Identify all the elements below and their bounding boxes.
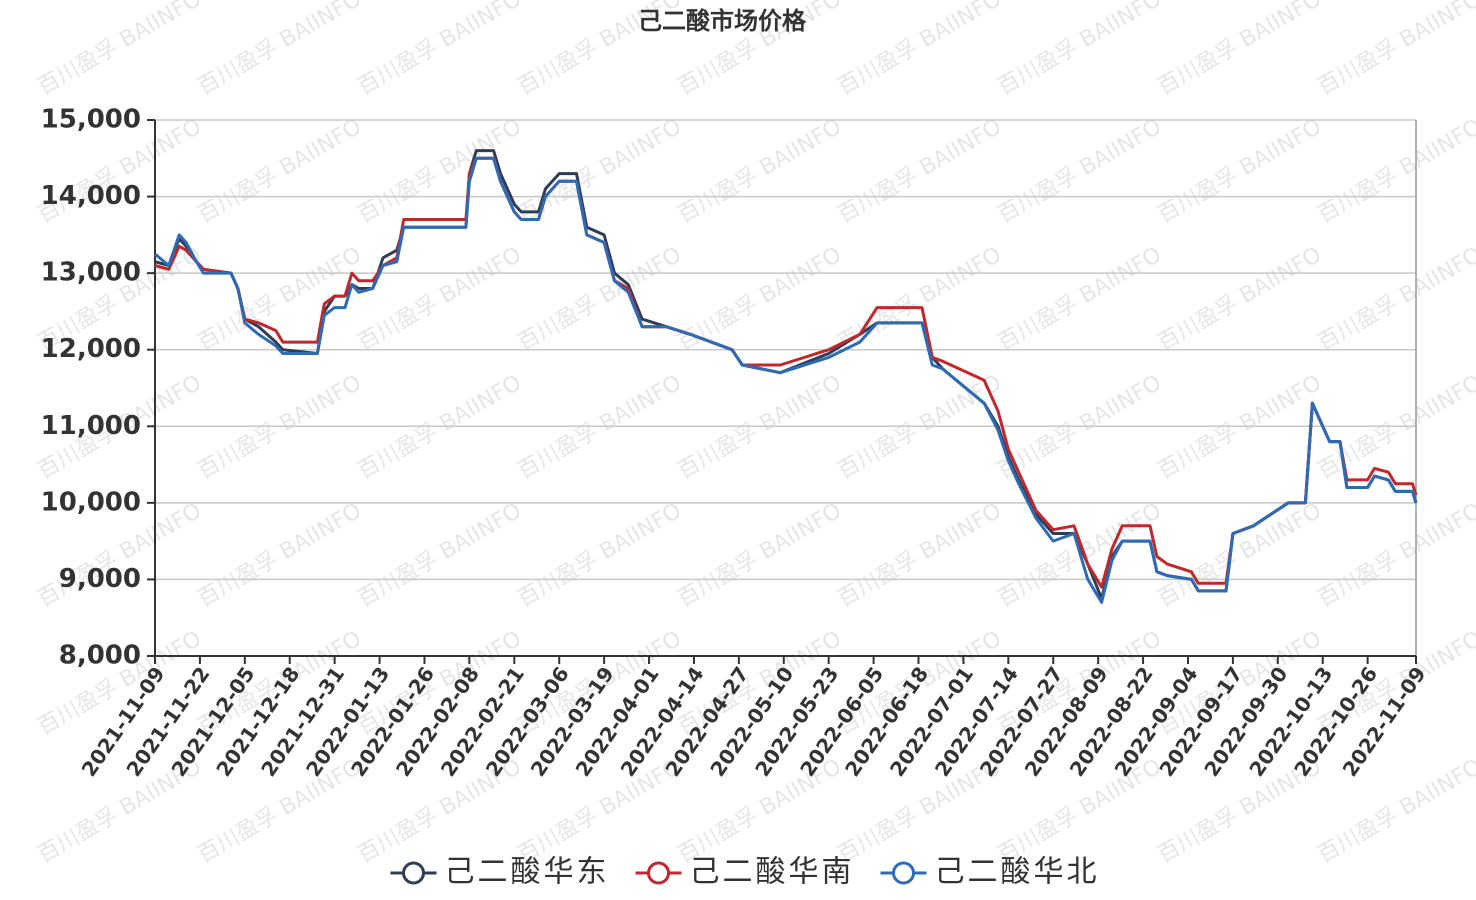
y-tick-label: 8,000 [59, 641, 141, 671]
watermark: 百川盈孚 BAIINFO [194, 498, 366, 612]
watermark: 百川盈孚 BAIINFO [994, 0, 1166, 100]
y-tick-label: 11,000 [41, 411, 141, 441]
y-tick-label: 9,000 [59, 564, 141, 594]
watermark: 百川盈孚 BAIINFO [994, 242, 1166, 356]
watermark: 百川盈孚 BAIINFO [674, 370, 846, 484]
watermark: 百川盈孚 BAIINFO [674, 114, 846, 228]
watermark: 百川盈孚 BAIINFO [1314, 754, 1476, 868]
watermark: 百川盈孚 BAIINFO [994, 370, 1166, 484]
watermark: 百川盈孚 BAIINFO [1154, 370, 1326, 484]
watermark: 百川盈孚 BAIINFO [514, 370, 686, 484]
watermark: 百川盈孚 BAIINFO [194, 370, 366, 484]
watermark: 百川盈孚 BAIINFO [674, 498, 846, 612]
watermark: 百川盈孚 BAIINFO [1154, 242, 1326, 356]
watermark: 百川盈孚 BAIINFO [1154, 0, 1326, 100]
watermark: 百川盈孚 BAIINFO [1154, 498, 1326, 612]
y-tick-label: 15,000 [41, 105, 141, 135]
watermark: 百川盈孚 BAIINFO [514, 498, 686, 612]
watermark: 百川盈孚 BAIINFO [834, 242, 1006, 356]
watermark: 百川盈孚 BAIINFO [1314, 0, 1476, 100]
legend-label: 己二酸华北 [935, 855, 1100, 890]
watermark: 百川盈孚 BAIINFO [354, 370, 526, 484]
y-tick-label: 14,000 [41, 181, 141, 211]
watermark: 百川盈孚 BAIINFO [354, 0, 526, 100]
y-tick-label: 12,000 [41, 334, 141, 364]
watermark: 百川盈孚 BAIINFO [994, 114, 1166, 228]
legend-label: 己二酸华东 [445, 855, 610, 890]
legend-symbol [647, 861, 670, 885]
y-tick-label: 10,000 [41, 487, 141, 517]
series-line [154, 156, 1418, 604]
watermark: 百川盈孚 BAIINFO [834, 498, 1006, 612]
watermark: 百川盈孚 BAIINFO [834, 370, 1006, 484]
legend-symbol [892, 861, 915, 885]
watermark: 百川盈孚 BAIINFO [34, 0, 206, 100]
watermark: 百川盈孚 BAIINFO [1314, 498, 1476, 612]
watermark: 百川盈孚 BAIINFO [1314, 114, 1476, 228]
watermark: 百川盈孚 BAIINFO [514, 242, 686, 356]
watermark: 百川盈孚 BAIINFO [354, 242, 526, 356]
watermark: 百川盈孚 BAIINFO [1154, 114, 1326, 228]
watermark: 百川盈孚 BAIINFO [674, 242, 846, 356]
watermark: 百川盈孚 BAIINFO [1314, 242, 1476, 356]
legend-label: 己二酸华南 [690, 855, 855, 890]
watermark: 百川盈孚 BAIINFO [834, 0, 1006, 100]
legend-symbol [402, 861, 425, 885]
chart-title: 己二酸市场价格 [638, 7, 807, 35]
watermark: 百川盈孚 BAIINFO [194, 0, 366, 100]
watermark: 百川盈孚 BAIINFO [1314, 370, 1476, 484]
y-tick-label: 13,000 [41, 258, 141, 288]
watermark: 百川盈孚 BAIINFO [194, 114, 366, 228]
watermark: 百川盈孚 BAIINFO [834, 114, 1006, 228]
watermark: 百川盈孚 BAIINFO [354, 498, 526, 612]
